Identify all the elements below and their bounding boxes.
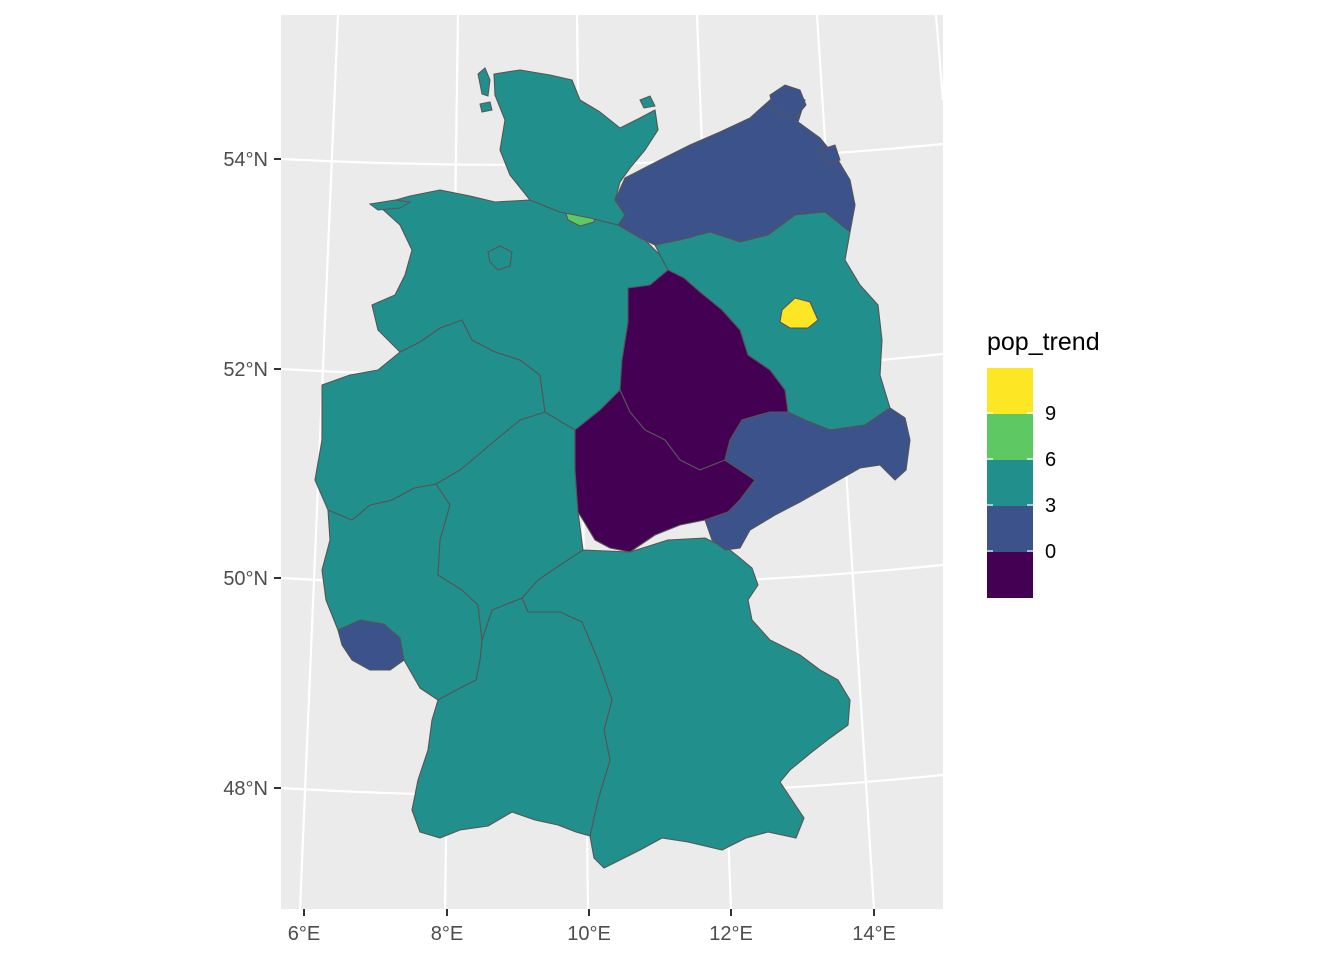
y-tick-label: 50°N [223,568,268,590]
y-tick-label: 52°N [223,359,268,381]
x-tick-label: 10°E [567,923,611,945]
legend-break-label: 0 [1045,541,1056,563]
baltic-islands [769,84,841,166]
legend-swatch [987,368,1033,414]
island-foehr [479,101,493,113]
coastal-islands [368,67,656,211]
x-axis-labels: 6°E 8°E 10°E 12°E 14°E [288,923,896,945]
island-fehmarn [639,95,656,109]
island-sylt [477,67,491,97]
y-axis-labels: 54°N 52°N 50°N 48°N [223,149,268,800]
legend-swatch [987,552,1033,598]
legend-break-label: 9 [1045,403,1056,425]
island-usedom [819,144,841,166]
legend-break-label: 6 [1045,449,1056,471]
x-tick-label: 6°E [288,923,320,945]
island-east-frisian [368,199,412,211]
legend-swatch [987,506,1033,552]
region-mecklenburg-vorpommern[interactable] [614,91,856,246]
region-sachsen[interactable] [704,407,911,551]
legend-swatch [987,460,1033,506]
y-axis-ticks [274,158,281,789]
region-bremen[interactable] [487,245,513,271]
y-tick-label: 54°N [223,149,268,171]
island-ruegen [769,84,807,119]
x-tick-label: 14°E [852,923,896,945]
x-tick-label: 8°E [431,923,463,945]
legend-break-label: 3 [1045,495,1056,517]
legend: pop_trend 9 6 3 0 [987,328,1100,598]
legend-swatches [987,368,1033,598]
meridian-16e [934,15,943,101]
y-tick-label: 48°N [223,778,268,800]
region-berlin[interactable] [779,297,819,329]
x-axis-ticks [303,909,875,916]
region-schleswig-holstein[interactable] [493,69,659,226]
legend-swatch [987,414,1033,460]
region-baden-wuerttemberg[interactable] [411,597,613,839]
legend-title: pop_trend [987,328,1100,356]
state-regions [314,69,911,869]
x-tick-label: 12°E [709,923,753,945]
legend-tick-marks [987,412,1033,552]
